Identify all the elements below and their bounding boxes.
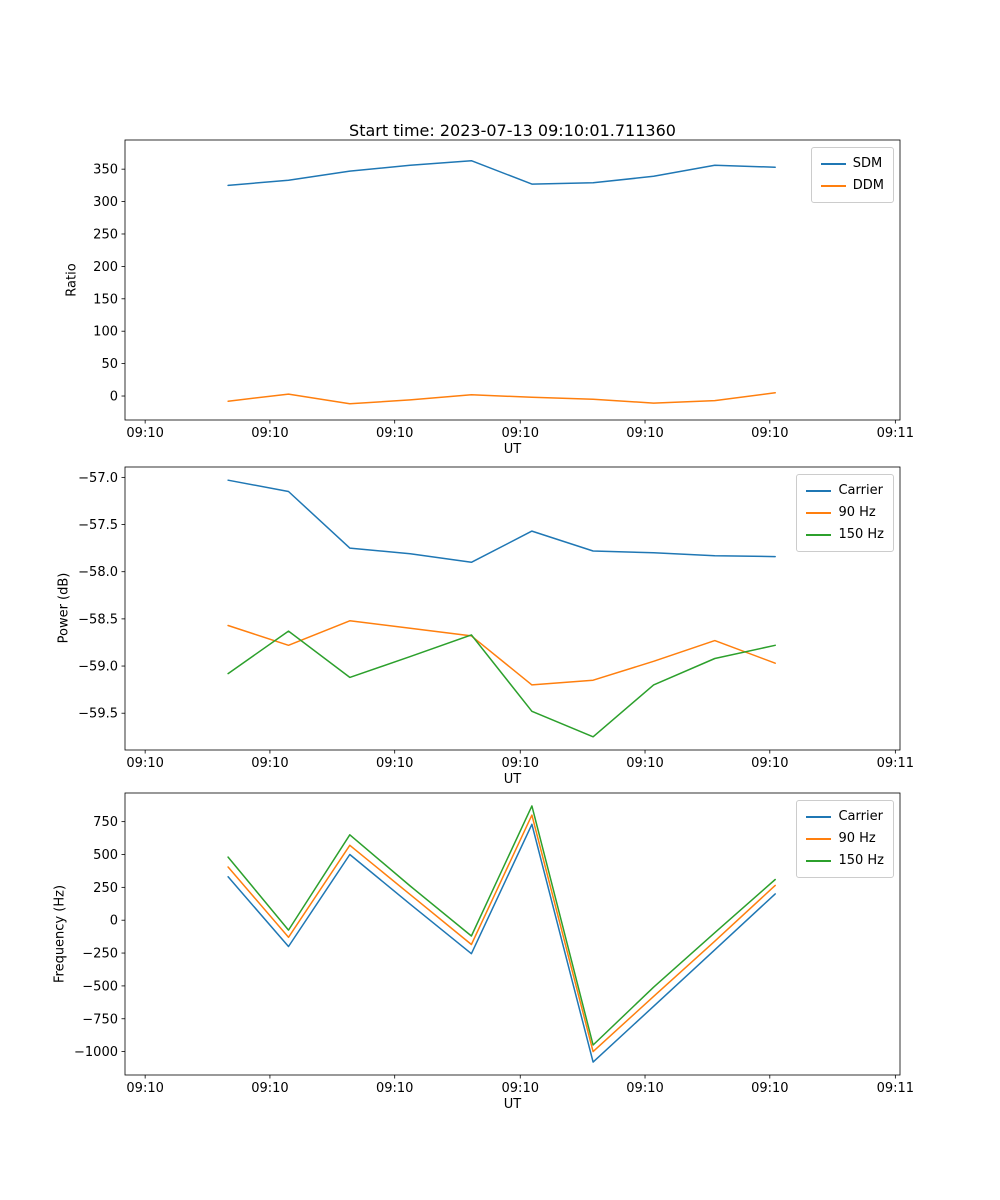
y-tick-label: −500 <box>82 979 118 994</box>
y-tick-label: −750 <box>82 1012 118 1027</box>
series-line-ddm <box>227 392 776 405</box>
legend-label: Carrier <box>838 809 883 824</box>
x-tick-label: 09:10 <box>751 426 788 441</box>
y-tick-label: −59.0 <box>78 660 118 675</box>
axes-frame <box>124 792 901 1076</box>
x-tick-label: 09:10 <box>751 1081 788 1096</box>
legend-entry: Carrier <box>806 480 884 502</box>
x-tick-label: 09:10 <box>251 426 288 441</box>
y-tick-label: −58.0 <box>78 565 118 580</box>
y-tick-label: 300 <box>93 195 118 210</box>
chart-title: Start time: 2023-07-13 09:10:01.711360 <box>349 121 676 140</box>
y-tick-label: 0 <box>110 390 118 405</box>
x-tick-label: 09:10 <box>626 426 663 441</box>
legend-entry: 90 Hz <box>806 502 884 524</box>
series-line-carrier <box>227 479 776 564</box>
subplot-0: 0 50 100 150 200 250 300 350 09:10 09:10 09:10 09:1… <box>93 139 914 441</box>
x-tick-label: 09:11 <box>877 756 914 771</box>
series-line-90-hz <box>227 814 776 1053</box>
y-tick-label: 0 <box>110 914 118 929</box>
x-tick-label: 09:10 <box>251 1081 288 1096</box>
legend-entry: 150 Hz <box>806 524 884 546</box>
x-tick-label: 09:10 <box>251 756 288 771</box>
legend-frequency: Carrier 90 Hz 150 Hz <box>796 800 894 878</box>
legend-entry: 90 Hz <box>806 828 884 850</box>
legend-label: DDM <box>852 178 884 193</box>
legend-label: 150 Hz <box>838 527 884 542</box>
y-axis-label-frequency: Frequency (Hz) <box>52 884 68 984</box>
y-tick-label: 50 <box>101 357 118 372</box>
x-tick-label: 09:10 <box>502 1081 539 1096</box>
legend-line-sample <box>806 838 832 840</box>
legend-line-sample <box>806 534 832 536</box>
legend-ratio: SDM DDM <box>810 147 894 203</box>
legend-line-sample <box>806 512 832 514</box>
x-tick-label: 09:10 <box>751 756 788 771</box>
y-tick-label: −1000 <box>74 1045 118 1060</box>
y-tick-label: 150 <box>93 292 118 307</box>
legend-label: 150 Hz <box>838 853 884 868</box>
y-axis-label-power: Power (dB) <box>56 572 72 644</box>
legend-label: 90 Hz <box>838 831 876 846</box>
x-tick-label: 09:11 <box>877 1081 914 1096</box>
x-tick-label: 09:10 <box>626 1081 663 1096</box>
y-tick-label: 250 <box>93 881 118 896</box>
x-tick-label: 09:10 <box>502 756 539 771</box>
x-tick-label: 09:10 <box>626 756 663 771</box>
series-line-150-hz <box>227 630 776 738</box>
y-tick-label: 350 <box>93 163 118 178</box>
y-tick-label: −58.5 <box>78 612 118 627</box>
legend-entry: 150 Hz <box>806 850 884 872</box>
x-tick-label: 09:10 <box>502 426 539 441</box>
x-tick-label: 09:10 <box>126 1081 163 1096</box>
x-tick-label: 09:10 <box>126 756 163 771</box>
subplot-1: −59.5 −59.0 −58.5 −58.0 −57.5 −57.0 09:10 09:10… <box>78 466 914 771</box>
series-line-150-hz <box>227 805 776 1046</box>
y-tick-label: 250 <box>93 227 118 242</box>
legend-entry: Carrier <box>806 806 884 828</box>
x-tick-label: 09:10 <box>126 426 163 441</box>
legend-line-sample <box>806 860 832 862</box>
x-tick-label: 09:11 <box>877 426 914 441</box>
y-tick-label: 500 <box>93 848 118 863</box>
x-tick-label: 09:10 <box>376 1081 413 1096</box>
legend-line-sample <box>820 163 846 165</box>
legend-entry: SDM <box>820 153 884 175</box>
series-line-carrier <box>227 823 776 1063</box>
legend-label: SDM <box>852 156 883 171</box>
legend-line-sample <box>820 185 846 187</box>
x-tick-label: 09:10 <box>376 426 413 441</box>
legend-entry: DDM <box>820 175 884 197</box>
legend-power: Carrier 90 Hz 150 Hz <box>796 474 894 552</box>
x-axis-label-ut-bottom: UT <box>503 1097 522 1112</box>
y-tick-label: 200 <box>93 260 118 275</box>
y-tick-label: −250 <box>82 947 118 962</box>
x-tick-label: 09:10 <box>376 756 413 771</box>
y-tick-label: 750 <box>93 815 118 830</box>
axes-frame <box>124 466 901 751</box>
y-tick-label: −59.5 <box>78 707 118 722</box>
legend-line-sample <box>806 816 832 818</box>
y-tick-label: 100 <box>93 325 118 340</box>
series-line-sdm <box>227 159 776 187</box>
legend-label: Carrier <box>838 483 883 498</box>
legend-line-sample <box>806 490 832 492</box>
series-line-90-hz <box>227 620 776 686</box>
subplot-2: −1000 −750 −500 −250 0 250 500 750 09:10 09:10 09:… <box>74 792 914 1096</box>
legend-label: 90 Hz <box>838 505 876 520</box>
x-axis-label-ut-top: UT <box>503 442 522 457</box>
y-axis-label-ratio: Ratio <box>64 263 80 297</box>
axes-frame <box>124 139 901 421</box>
x-axis-label-ut-middle: UT <box>503 772 522 787</box>
y-tick-label: −57.5 <box>78 518 118 533</box>
y-tick-label: −57.0 <box>78 471 118 486</box>
